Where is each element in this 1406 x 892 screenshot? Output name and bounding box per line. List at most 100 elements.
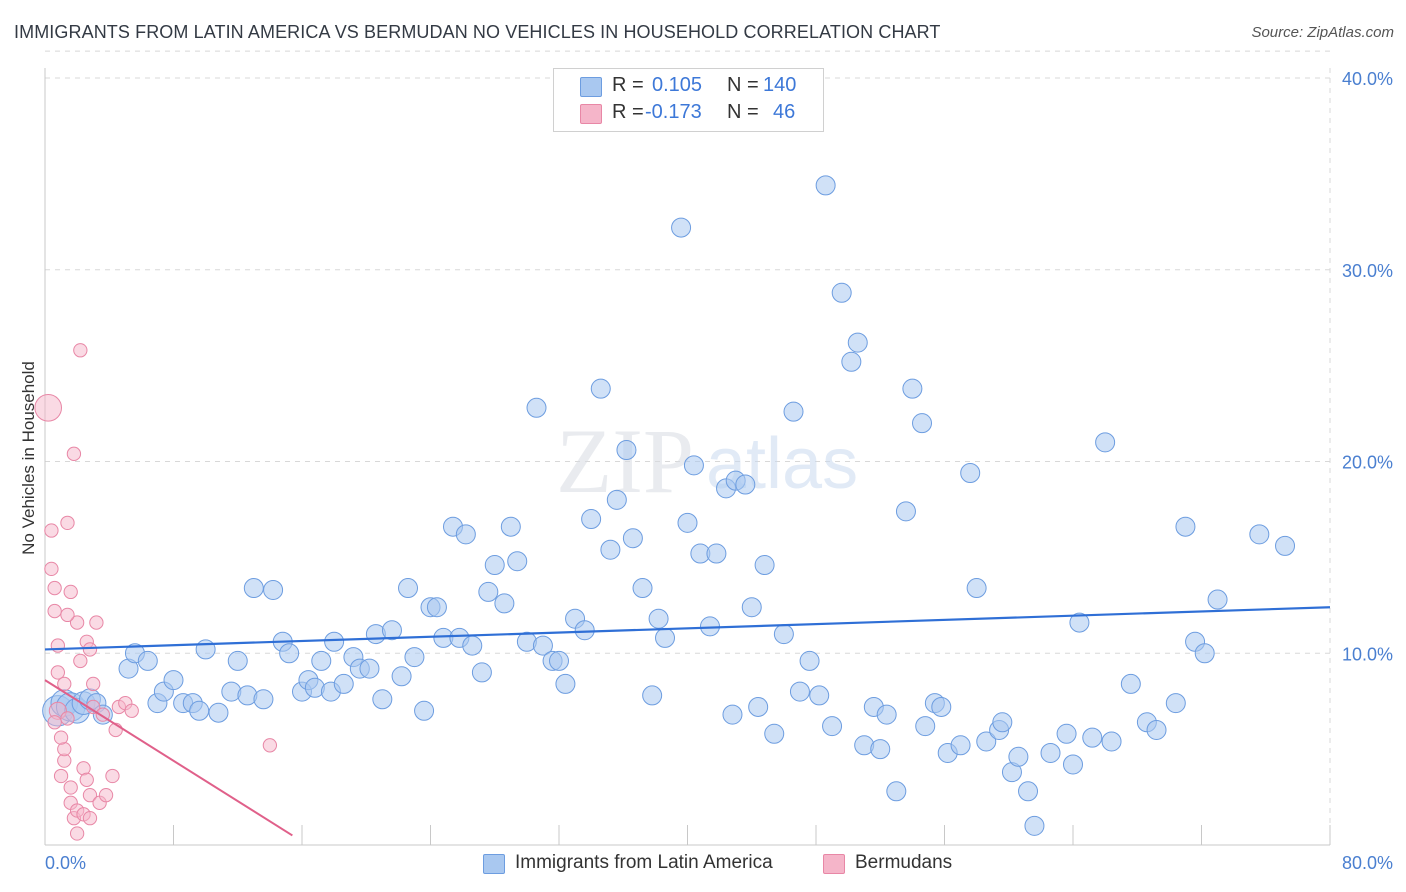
legend-r-value: 0.105 [652,74,703,96]
data-point-latin-america [494,593,515,614]
data-point-bermudans [82,811,98,826]
data-point-bermudans [124,703,139,718]
data-point-latin-america [847,332,868,353]
data-point-latin-america [1056,723,1077,744]
data-point-latin-america [574,620,595,641]
data-point-latin-america [748,696,769,717]
data-point-latin-america [799,650,820,671]
data-point-latin-america [462,635,483,656]
grid-lines [45,50,1331,845]
data-point-latin-america [950,735,971,756]
data-point-bermudans [82,787,98,803]
data-point-latin-america [764,723,785,744]
data-point-latin-america [478,581,499,602]
data-point-bermudans [44,561,59,577]
data-point-latin-america [279,643,300,664]
data-point-latin-america [622,528,643,549]
data-point-latin-america [532,635,553,656]
data-point-latin-america [841,351,862,372]
data-point-bermudans [63,780,78,795]
data-point-latin-america [648,608,669,629]
y-tick-label: 40.0% [1342,69,1393,89]
data-point-latin-america [333,673,354,694]
data-point-bermudans [44,523,59,538]
data-point-latin-america [1207,589,1228,610]
data-point-latin-america [783,401,804,422]
data-point-bermudans [69,826,85,841]
data-point-latin-america [391,666,412,687]
data-point-bermudans [50,665,65,680]
data-point-latin-america [741,597,762,618]
data-point-latin-america [902,378,923,399]
bottom-legend-label: Bermudans [855,852,953,873]
data-point-bermudans [57,676,72,692]
data-point-bermudans [82,642,98,657]
trend-lines [44,606,1331,837]
data-point-latin-america [311,650,332,671]
data-point-latin-america [227,650,248,671]
y-axis-title: No Vehicles in Household [19,361,38,555]
data-point-bermudans [98,787,114,803]
data-point-latin-america [1249,524,1270,545]
data-point-latin-america [359,658,380,679]
data-point-latin-america [1175,516,1196,537]
data-point-bermudans [47,580,62,596]
data-point-latin-america [263,579,284,600]
legend-n-value: 140 [763,74,797,96]
data-point-latin-america [773,624,794,645]
legend-swatch-blue [580,77,602,97]
legend-r-value: -0.173 [645,101,702,123]
data-point-bermudans [69,615,85,630]
data-point-latin-america [189,700,210,721]
data-point-bermudans [89,615,104,630]
data-point-latin-america [822,716,843,737]
data-point-latin-america [163,670,184,691]
data-point-latin-america [789,681,810,702]
data-point-latin-america [831,282,852,303]
data-point-latin-america [912,413,933,434]
data-point-latin-america [815,175,836,196]
trend-line-bermudans [44,679,293,837]
data-point-bermudans [34,394,63,422]
data-point-bermudans [262,738,278,753]
x-tick-label: 0.0% [45,853,86,873]
data-point-latin-america [1095,432,1116,453]
data-point-latin-america [722,704,743,725]
data-point-latin-america [915,716,936,737]
legend-n-label: N = [727,74,759,96]
data-point-bermudans [53,768,69,784]
legend-r-label: R = [612,101,644,123]
data-point-latin-america [1069,612,1090,633]
data-point-latin-america [404,647,425,668]
data-point-latin-america [1040,742,1061,763]
data-point-latin-america [642,685,663,706]
data-point-latin-america [590,378,611,399]
data-point-latin-america [581,509,602,530]
data-point-latin-america [195,639,216,660]
tick-labels: 10.0% 20.0% 30.0% 40.0% 0.0% 80.0% [45,69,1393,873]
data-point-latin-america [655,627,676,648]
data-point-latin-america [735,474,756,495]
x-tick-label: 80.0% [1342,853,1393,873]
data-point-latin-america [507,551,528,572]
data-point-latin-america [966,578,987,599]
data-point-bermudans [60,607,75,623]
data-point-latin-america [870,739,891,760]
chart-title: IMMIGRANTS FROM LATIN AMERICA VS BERMUDA… [14,22,941,42]
data-point-latin-america [1082,727,1103,748]
data-point-bermudans [60,515,75,531]
data-point-latin-america [683,455,704,476]
data-point-bermudans [47,603,62,619]
data-point-latin-america [886,781,907,802]
data-point-latin-america [414,700,435,721]
series-latin-america-points [42,175,1296,836]
data-point-latin-america [632,578,653,599]
data-point-latin-america [992,712,1013,733]
data-point-latin-america [1194,643,1215,664]
data-point-latin-america [243,578,264,599]
legend-n-value: 46 [773,101,796,123]
data-point-latin-america [471,662,492,683]
data-point-latin-america [671,217,692,238]
data-point-bermudans [47,715,62,730]
data-point-bermudans [63,584,78,600]
